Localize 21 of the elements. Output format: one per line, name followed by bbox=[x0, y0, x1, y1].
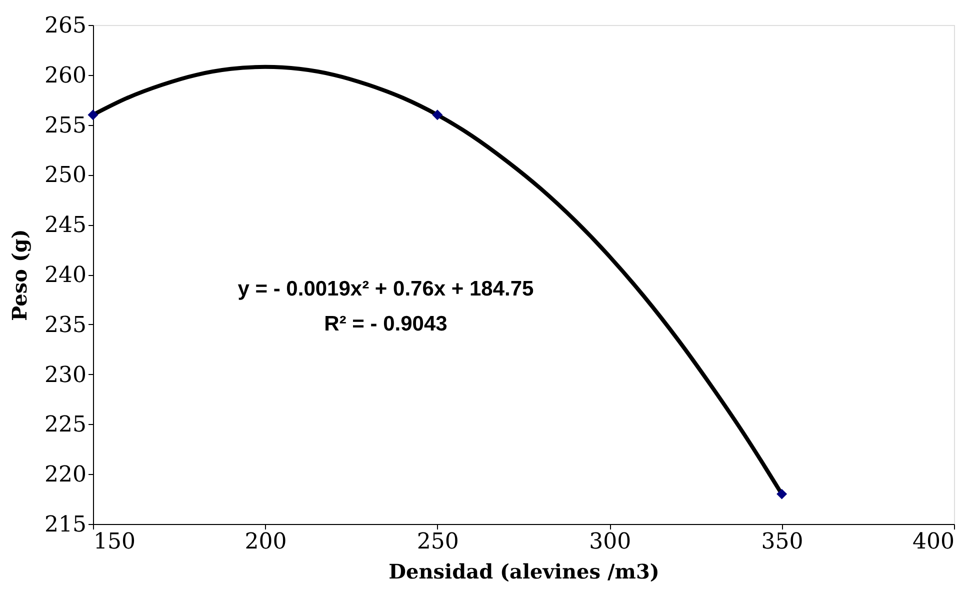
y-tick-label: 265 bbox=[44, 14, 86, 38]
y-tick-label: 245 bbox=[44, 213, 86, 238]
x-axis-title: Densidad (alevines /m3) bbox=[388, 560, 660, 584]
y-tick-label: 225 bbox=[44, 412, 86, 438]
y-tick-label: 235 bbox=[44, 312, 86, 338]
x-tick-label: 250 bbox=[416, 530, 459, 554]
y-tick-label: 240 bbox=[44, 263, 86, 288]
x-tick-label: 150 bbox=[94, 530, 136, 554]
x-tick-label: 400 bbox=[912, 530, 954, 554]
annotation: y = - 0.0019x² + 0.76x + 184.75 bbox=[238, 277, 534, 300]
y-tick-label: 255 bbox=[44, 113, 86, 138]
y-tick-label: 220 bbox=[44, 462, 86, 488]
x-tick-label: 350 bbox=[761, 530, 804, 554]
y-tick-label: 260 bbox=[44, 63, 86, 88]
y-tick-label: 215 bbox=[44, 512, 86, 538]
y-axis-title: Peso (g) bbox=[8, 229, 32, 321]
y-tick-label: 250 bbox=[44, 163, 86, 188]
y-tick-label: 230 bbox=[44, 362, 86, 388]
x-tick-label: 300 bbox=[589, 530, 632, 554]
annotation: R² = - 0.9043 bbox=[324, 312, 448, 336]
x-tick-label: 200 bbox=[244, 530, 287, 554]
